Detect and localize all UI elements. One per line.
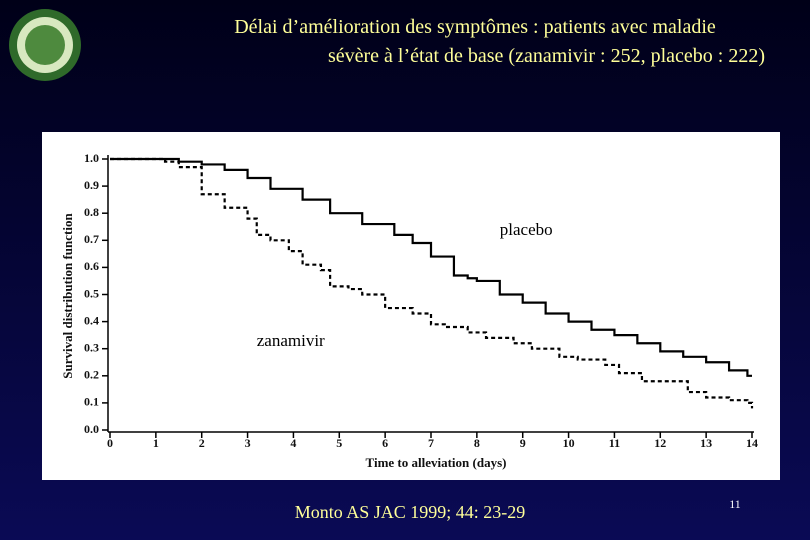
y-tick-label: 0.3 <box>84 340 99 354</box>
x-tick-label: 3 <box>245 436 251 450</box>
x-axis-label: Time to alleviation (days) <box>366 455 507 470</box>
y-tick-label: 0.4 <box>84 313 99 327</box>
y-tick-label: 0.1 <box>84 395 99 409</box>
x-tick-label: 9 <box>520 436 526 450</box>
x-tick-label: 8 <box>474 436 480 450</box>
y-tick-label: 0.2 <box>84 368 99 382</box>
page-number: 11 <box>729 497 741 511</box>
x-tick-label: 4 <box>290 436 296 450</box>
y-tick-label: 0.7 <box>84 232 99 246</box>
x-tick-label: 14 <box>746 436 758 450</box>
x-tick-label: 6 <box>382 436 388 450</box>
survival-curve <box>110 157 752 377</box>
y-tick-label: 0.6 <box>84 259 99 273</box>
x-tick-label: 0 <box>107 436 113 450</box>
annotation: placebo <box>500 220 553 239</box>
x-tick-label: 1 <box>153 436 159 450</box>
x-tick-label: 10 <box>563 436 575 450</box>
slide-title: sévère à l’état de base (zanamivir : 252… <box>328 45 765 67</box>
chart-panel <box>42 132 780 480</box>
logo <box>9 9 81 81</box>
x-tick-label: 12 <box>654 436 666 450</box>
y-tick-label: 0.9 <box>84 178 99 192</box>
x-tick-label: 2 <box>199 436 205 450</box>
y-tick-label: 0.5 <box>84 286 99 300</box>
x-tick-label: 7 <box>428 436 434 450</box>
y-axis-label: Survival distribution function <box>60 213 75 379</box>
slide-title: Délai d’amélioration des symptômes : pat… <box>234 16 716 38</box>
y-tick-label: 0.0 <box>84 422 99 436</box>
x-tick-label: 13 <box>700 436 712 450</box>
x-tick-label: 5 <box>336 436 342 450</box>
y-tick-label: 1.0 <box>84 151 99 165</box>
annotation: zanamivir <box>257 331 325 350</box>
y-tick-label: 0.8 <box>84 205 99 219</box>
source: Monto AS JAC 1999; 44: 23-29 <box>295 502 526 522</box>
x-tick-label: 11 <box>609 436 620 450</box>
